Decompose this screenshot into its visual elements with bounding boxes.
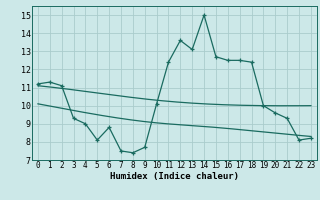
X-axis label: Humidex (Indice chaleur): Humidex (Indice chaleur) (110, 172, 239, 181)
